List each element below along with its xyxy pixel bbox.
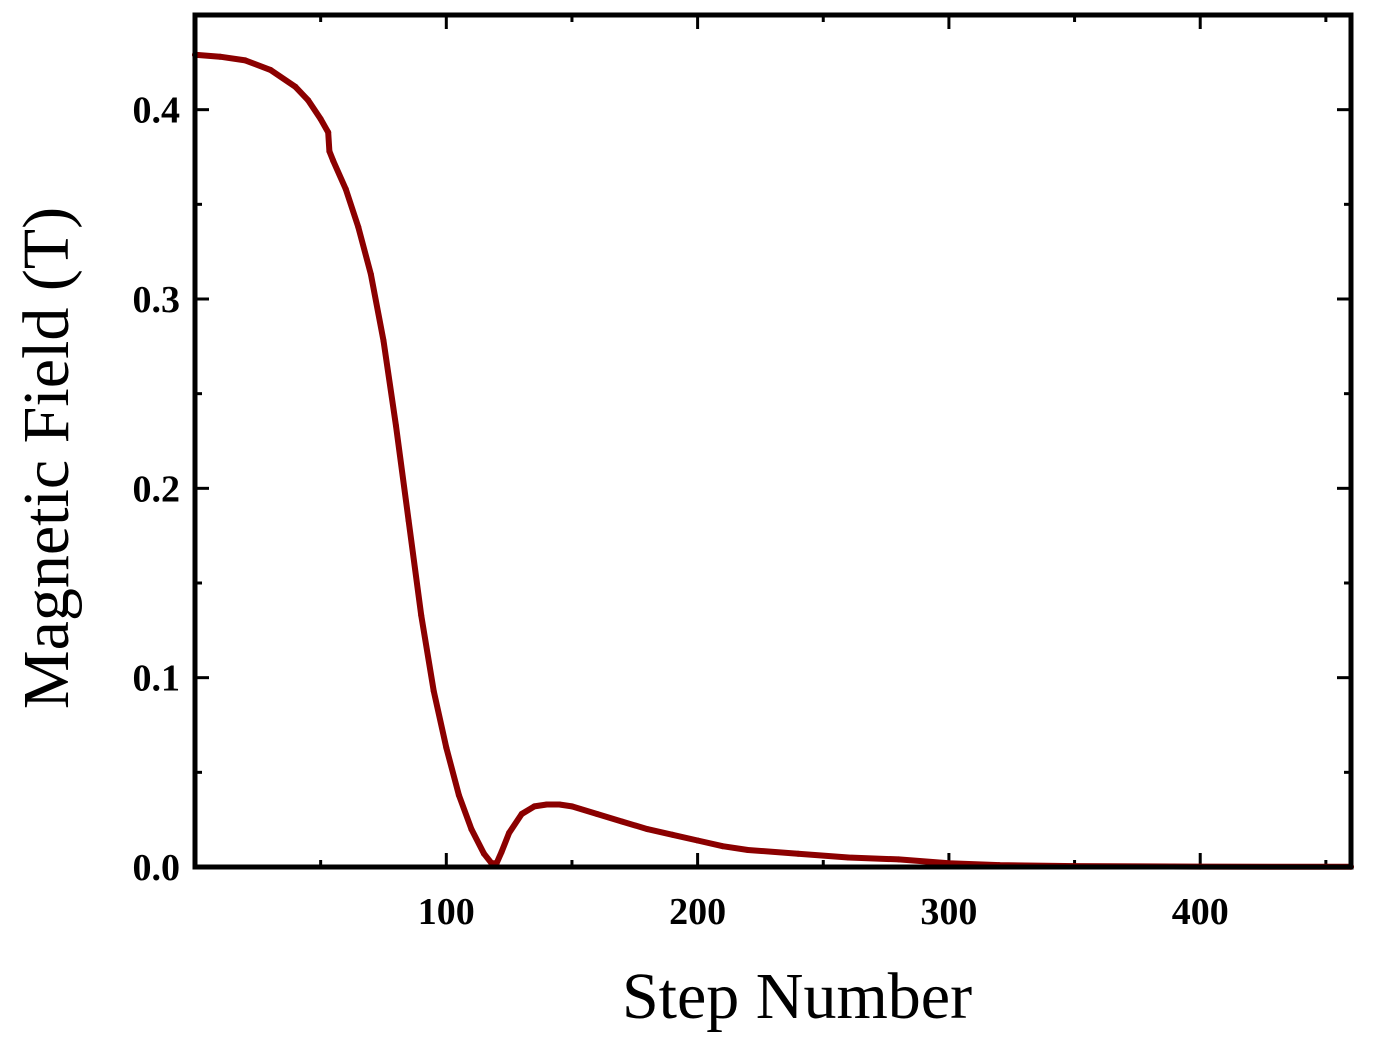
x-tick-label: 100 bbox=[418, 891, 475, 933]
data-point bbox=[217, 53, 224, 60]
y-tick-label: 0.1 bbox=[133, 658, 181, 700]
x-tick-label: 400 bbox=[1172, 891, 1229, 933]
data-point bbox=[393, 422, 399, 429]
data-point bbox=[669, 831, 676, 838]
data-point bbox=[569, 803, 575, 810]
data-point bbox=[355, 224, 362, 231]
data-point bbox=[619, 818, 626, 825]
y-tick-label: 0.3 bbox=[133, 279, 181, 321]
data-point bbox=[468, 826, 475, 833]
x-axis-label: Step Number bbox=[622, 960, 972, 1033]
data-point bbox=[317, 116, 324, 123]
tick-labels: 100 200 300 400 0.0 0.1 0.2 0.3 0.4 bbox=[133, 90, 1229, 933]
data-point bbox=[531, 803, 538, 810]
x-tick-label: 200 bbox=[669, 891, 726, 933]
data-point bbox=[326, 148, 333, 155]
data-point bbox=[455, 792, 462, 799]
data-point bbox=[330, 157, 337, 164]
data-point bbox=[845, 854, 852, 861]
data-point bbox=[367, 271, 374, 278]
data-point bbox=[543, 801, 550, 808]
series-layer bbox=[192, 51, 1354, 870]
data-point bbox=[895, 856, 902, 863]
series-line bbox=[192, 51, 1354, 870]
data-point bbox=[744, 847, 751, 853]
data-point bbox=[380, 337, 387, 344]
data-point bbox=[795, 850, 802, 857]
data-point bbox=[305, 97, 312, 104]
data-point bbox=[342, 186, 349, 193]
data-point bbox=[325, 129, 332, 136]
y-tick-label: 0.2 bbox=[133, 468, 181, 510]
data-point bbox=[242, 57, 249, 64]
data-point bbox=[405, 517, 412, 524]
x-tick-label: 300 bbox=[920, 891, 977, 933]
y-axis-label: Magnetic Field (T) bbox=[10, 207, 83, 709]
data-point bbox=[694, 837, 701, 844]
y-tick-label: 0.4 bbox=[133, 90, 181, 132]
data-point bbox=[418, 612, 425, 619]
data-point bbox=[518, 811, 525, 817]
y-tick-label: 0.0 bbox=[133, 847, 181, 889]
plot-frame bbox=[192, 12, 1354, 870]
data-point bbox=[594, 811, 601, 817]
data-point bbox=[719, 843, 726, 850]
data-point bbox=[498, 848, 505, 855]
data-point bbox=[506, 829, 513, 836]
data-point bbox=[481, 850, 487, 857]
data-point bbox=[267, 66, 274, 73]
data-point bbox=[644, 826, 651, 833]
data-point bbox=[430, 687, 437, 694]
data-point bbox=[556, 801, 563, 808]
axis-ticks bbox=[195, 13, 1351, 869]
data-point bbox=[443, 744, 450, 751]
data-point bbox=[292, 83, 299, 90]
